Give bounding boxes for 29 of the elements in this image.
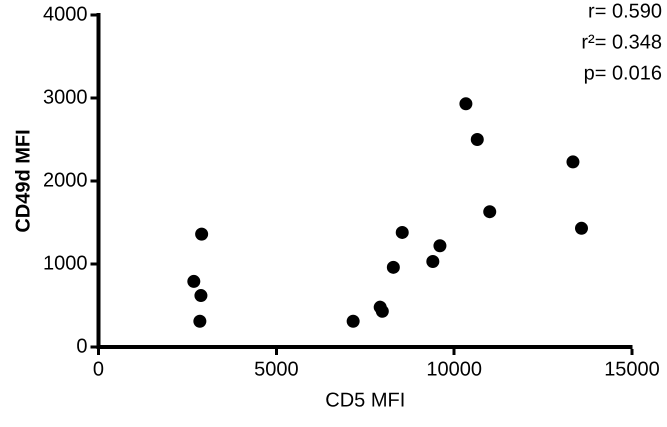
point — [193, 314, 206, 328]
x-tick-label: 5000 — [254, 358, 299, 381]
x-axis-title: CD5 MFI — [325, 390, 406, 412]
point — [187, 274, 200, 288]
point — [459, 97, 472, 110]
annotation: r= 0.590 — [588, 0, 662, 23]
point — [470, 133, 484, 146]
point — [566, 155, 580, 168]
point — [195, 228, 208, 241]
point — [386, 260, 400, 274]
y-tick-label: 1000 — [42, 252, 88, 275]
point — [433, 239, 446, 252]
x-tick-label: 0 — [92, 358, 104, 381]
point — [574, 222, 588, 235]
x-tick-label: 10000 — [426, 358, 482, 381]
point — [396, 226, 409, 239]
point — [483, 205, 496, 218]
point — [376, 304, 389, 318]
annotation: r²= 0.348 — [581, 32, 662, 54]
x-tick-label: 15000 — [604, 358, 660, 381]
y-tick-label: 2000 — [42, 170, 88, 192]
y-axis-title: CD49d MFI — [12, 129, 35, 233]
point — [426, 255, 440, 268]
point — [194, 289, 208, 302]
y-tick-label: 0 — [76, 336, 88, 358]
y-tick-label: 3000 — [42, 86, 88, 109]
point — [346, 314, 360, 328]
annotation: p= 0.016 — [584, 62, 662, 85]
y-tick-label: 4000 — [42, 4, 88, 26]
